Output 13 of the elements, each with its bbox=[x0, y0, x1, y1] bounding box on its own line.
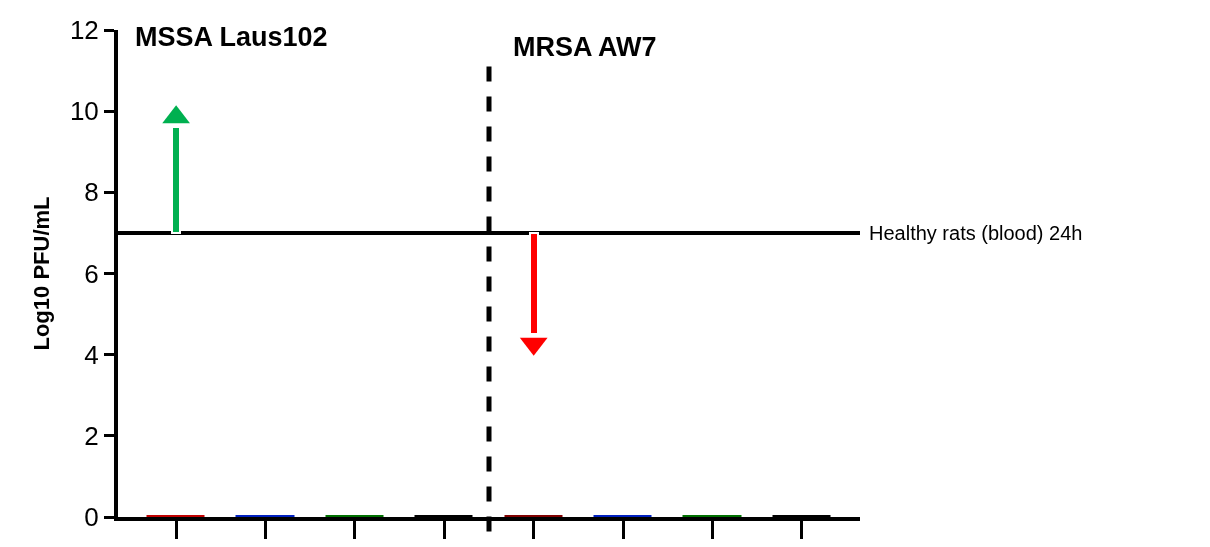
y-axis-title: Log10 PFU/mL bbox=[29, 196, 55, 351]
y-tick-label: 6 bbox=[84, 258, 99, 289]
y-tick-label: 2 bbox=[84, 420, 99, 451]
ref-line-label: Healthy rats (blood) 24h bbox=[869, 222, 1083, 244]
annotation: MSSA Laus102 bbox=[135, 22, 328, 52]
bar bbox=[171, 126, 181, 234]
annotation: MRSA AW7 bbox=[513, 32, 657, 62]
y-tick-label: 8 bbox=[84, 177, 99, 208]
bar bbox=[529, 232, 539, 335]
y-tick-label: 0 bbox=[84, 502, 99, 533]
y-tick-label: 12 bbox=[69, 15, 99, 46]
y-tick-label: 4 bbox=[84, 339, 99, 370]
y-tick-label: 10 bbox=[69, 96, 99, 127]
